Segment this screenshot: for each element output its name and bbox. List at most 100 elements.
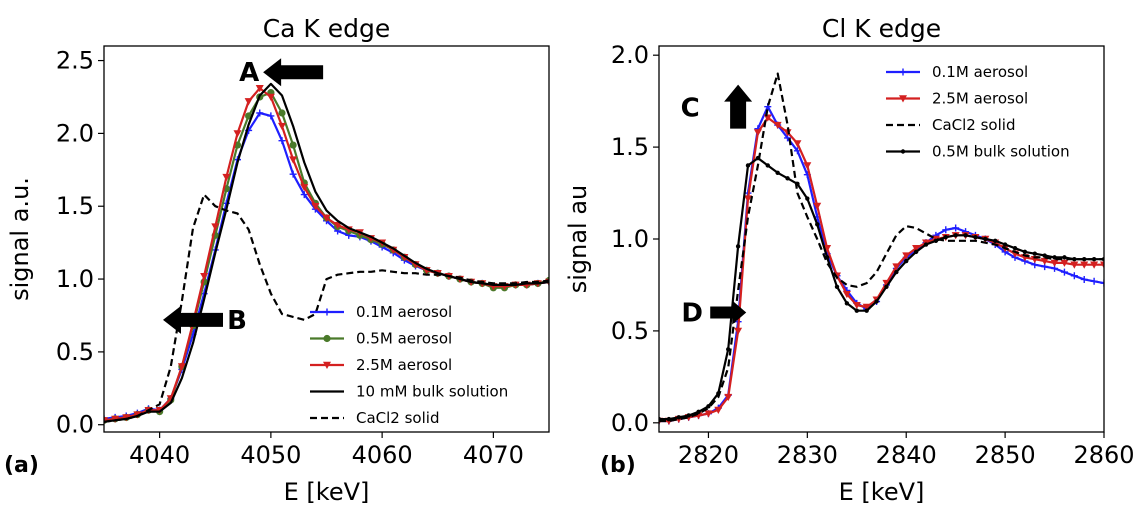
legend-label-4: CaCl2 solid [356, 409, 439, 427]
legend: 0.1M aerosol 0.5M aerosol 2.5M aerosol 10 m… [310, 303, 508, 427]
data-point-1-19 [842, 290, 851, 299]
data-point-3-29 [943, 234, 948, 240]
data-point-1-23 [882, 279, 891, 288]
data-point-1-43 [1080, 261, 1089, 269]
y-tick-label: 1.0 [56, 265, 94, 293]
data-point-3-5 [706, 404, 711, 409]
plot-frame [103, 45, 550, 433]
x-tick-label: 2820 [678, 441, 739, 469]
x-axis-label: E [keV] [284, 478, 370, 506]
y-tick-label: 0.0 [611, 409, 649, 437]
data-point-1-17 [823, 244, 832, 253]
data-point-3-38 [1032, 251, 1037, 256]
data-point-3-19 [844, 301, 850, 306]
data-point-1-39 [1040, 257, 1049, 266]
y-tick-label: 2.0 [56, 119, 94, 147]
data-point-0-42 [1070, 272, 1078, 280]
data-point-1-11 [763, 114, 772, 122]
data-point-3-16 [815, 222, 820, 227]
data-point-3-21 [864, 308, 869, 313]
annotation-letter: B [227, 306, 247, 336]
legend-marker-2 [323, 361, 331, 369]
data-point-0-45 [1100, 279, 1104, 287]
x-tick-label: 4070 [463, 441, 524, 469]
y-tick-label: 1.5 [611, 133, 649, 161]
legend-label-1: 2.5M aerosol [932, 90, 1028, 108]
data-point-3-41 [1062, 255, 1067, 260]
data-point-1-45 [1100, 261, 1104, 269]
data-point-0-18 [300, 191, 308, 199]
data-point-3-33 [983, 236, 988, 242]
x-tick-label: 4040 [129, 441, 190, 469]
data-point-2-21 [333, 221, 342, 230]
data-point-3-11 [765, 163, 770, 168]
data-point-1-12 [773, 121, 782, 130]
legend-label-2: CaCl2 solid [932, 116, 1015, 134]
data-point-3-27 [923, 242, 929, 247]
data-point-0-30 [952, 224, 960, 232]
data-point-1-5 [704, 410, 713, 418]
annotation-letter: D [681, 299, 703, 329]
data-point-0-15 [267, 112, 275, 120]
data-point-1-25 [902, 252, 911, 260]
annotation-B: B [163, 305, 247, 336]
data-point-3-12 [775, 170, 780, 176]
data-point-0-29 [942, 226, 950, 234]
data-point-2-9 [200, 272, 209, 281]
annotation-arrow [710, 300, 747, 325]
data-point-1-8 [734, 327, 743, 335]
data-point-1-44 [1090, 261, 1099, 269]
data-point-1-14 [793, 140, 802, 148]
data-point-1-21 [862, 303, 871, 312]
legend-label-3: 0.5M bulk solution [932, 143, 1070, 161]
y-axis-label: signal au [564, 185, 592, 294]
data-point-3-18 [834, 284, 840, 289]
data-point-3-28 [933, 238, 939, 244]
data-point-1-24 [892, 263, 901, 271]
data-point-3-37 [1022, 249, 1028, 255]
data-point-0-14 [256, 109, 264, 117]
data-point-2-18 [300, 184, 309, 192]
annotation-A: A [239, 58, 324, 88]
data-point-3-1 [666, 416, 672, 422]
x-tick-label: 2840 [876, 441, 937, 469]
data-point-3-42 [1072, 257, 1077, 262]
panel-label: (b) [600, 453, 636, 478]
annotation-letter: C [681, 94, 700, 124]
legend-label-0: 0.1M aerosol [356, 303, 452, 321]
data-point-1-20 [852, 301, 861, 310]
data-point-3-35 [1002, 242, 1008, 247]
x-tick-label: 2850 [975, 441, 1036, 469]
data-point-2-10 [211, 223, 220, 231]
legend-marker-0 [323, 308, 331, 316]
data-point-1-16 [813, 202, 822, 210]
x-tick-label: 4060 [352, 441, 413, 469]
data-point-2-13 [244, 98, 253, 106]
data-point-3-39 [1042, 253, 1047, 258]
data-point-3-8 [735, 244, 741, 249]
data-point-3-20 [854, 308, 859, 313]
annotation-C: C [681, 84, 753, 129]
data-point-1-10 [753, 129, 762, 137]
annotation-arrow [724, 84, 753, 129]
data-point-1-42 [1070, 261, 1079, 269]
chart-title: Ca K edge [263, 14, 391, 43]
data-point-1-26 [912, 244, 921, 253]
y-axis-label: signal a.u. [6, 177, 34, 301]
series-group [104, 82, 549, 425]
data-point-3-44 [1091, 257, 1097, 262]
y-tick-label: 1.0 [611, 225, 649, 253]
data-point-3-14 [795, 181, 800, 187]
data-point-0-43 [1080, 275, 1088, 283]
data-point-3-6 [716, 391, 721, 396]
legend-label-3: 10 mM bulk solution [356, 383, 508, 401]
data-point-3-25 [904, 258, 909, 264]
data-point-0-17 [289, 170, 297, 178]
data-point-1-41 [1060, 259, 1069, 267]
legend-marker-3 [900, 149, 906, 154]
data-point-3-7 [726, 347, 731, 352]
legend-marker-1 [899, 95, 907, 103]
legend-label-1: 0.5M aerosol [356, 330, 452, 348]
data-point-1-16 [278, 109, 286, 117]
